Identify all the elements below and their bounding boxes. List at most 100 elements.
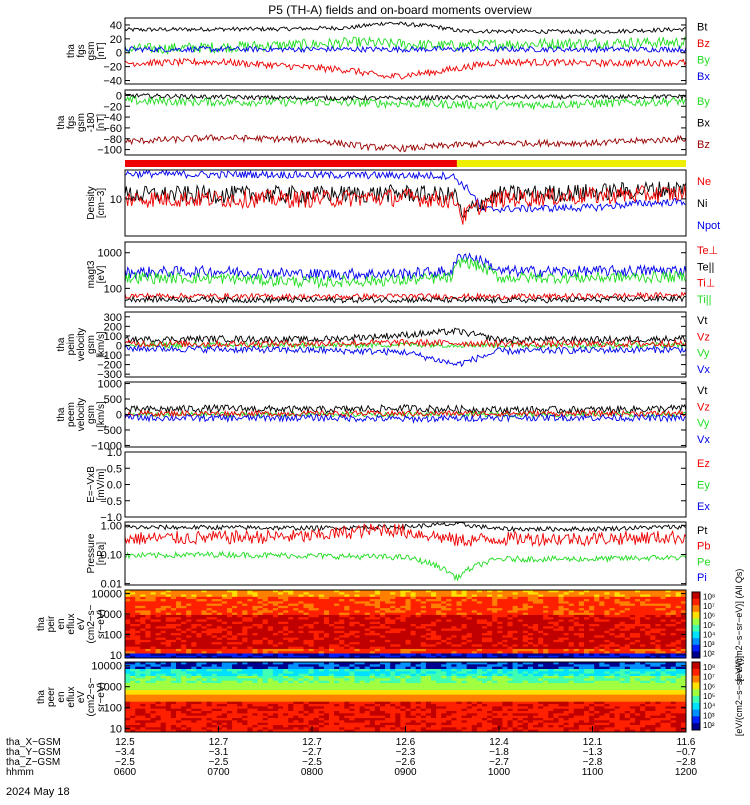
y-tick-label: −20 <box>103 62 122 74</box>
y-tick-label: 10 <box>110 194 122 206</box>
y-axis-label: [mV/m] <box>96 468 107 500</box>
legend-entry: Vt <box>697 385 707 397</box>
colorbar-tick: 10⁸ <box>703 593 715 602</box>
series-Pe <box>125 552 686 581</box>
colorbar-tick: 10⁴ <box>703 630 716 639</box>
y-axis-label: [km/s] <box>96 331 107 358</box>
y-axis-label: sr−eV) <box>96 609 107 639</box>
y-axis-label: sr−eV) <box>96 682 107 712</box>
y-tick-label: −100 <box>97 145 122 157</box>
legend-entry: Vx <box>697 434 710 446</box>
colorbar-tick: 10⁶ <box>703 682 715 691</box>
y-axis-label: [cm−3] <box>96 188 107 219</box>
colorbar-tick: 10² <box>703 721 715 730</box>
x-tick-label: 0600 <box>114 767 137 778</box>
y-tick-label: 40 <box>110 20 122 32</box>
colorbar-tick: 10⁸ <box>703 663 715 672</box>
colorbar-label: [eV/(cm2−s−sr−eV)] <box>734 656 744 736</box>
x-tick-label: 1200 <box>675 767 698 778</box>
colorbar-tick: 10² <box>703 649 715 658</box>
series-Ni <box>125 182 686 218</box>
colorbar-tick: 10³ <box>703 711 715 720</box>
legend-entry: Bx <box>697 71 710 83</box>
legend-entry: Pb <box>697 541 710 553</box>
y-tick-label: 100 <box>104 283 122 295</box>
y-tick-label: 0 <box>116 410 122 422</box>
y-axis-label: [km/s] <box>96 401 107 428</box>
legend-entry: Ti⊥ <box>697 278 715 290</box>
y-tick-label: 0 <box>116 48 122 60</box>
y-tick-label: 0.0 <box>107 480 122 492</box>
y-tick-label: 1000 <box>98 248 122 260</box>
y-tick-label: 1000 <box>98 379 122 391</box>
y-tick-label: 20 <box>110 34 122 46</box>
colorbar-tick: 10⁴ <box>703 702 716 711</box>
colorbar-tick: 10⁵ <box>703 692 715 701</box>
y-tick-label: 1.0 <box>107 447 122 459</box>
legend-entry: Ez <box>697 458 710 470</box>
legend-entry: Ex <box>697 501 710 513</box>
colorbar-tick: 10³ <box>703 640 715 649</box>
legend-entry: Vz <box>697 331 710 343</box>
series-Bz <box>125 59 686 79</box>
series-Bt <box>125 22 686 34</box>
x-axis-row-label: hhmm <box>6 767 34 778</box>
series-Vx <box>125 345 686 366</box>
colorbar-tick: 10⁷ <box>703 673 715 682</box>
colorbar-tick: 10⁷ <box>703 602 715 611</box>
y-axis-label: [eV] <box>96 265 107 283</box>
legend-entry: Bt <box>697 21 707 33</box>
spectrogram-peir_spec <box>125 590 687 659</box>
y-axis-label: [nPa] <box>96 542 107 566</box>
y-tick-label: 10000 <box>91 661 122 673</box>
legend-entry: Ti|| <box>697 294 711 306</box>
legend-entry: By <box>697 96 710 108</box>
colorbar-tick: 10⁶ <box>703 612 715 621</box>
legend-entry: Ey <box>697 480 710 492</box>
legend-entry: Pe <box>697 556 710 568</box>
y-tick-label: 10 <box>110 724 122 736</box>
panel-mode_bar <box>125 160 686 167</box>
legend-entry: Vy <box>697 348 710 360</box>
series-Pt <box>125 522 686 531</box>
legend-entry: Vt <box>697 315 707 327</box>
legend-entry: Npot <box>697 220 720 232</box>
legend-entry: Ni <box>697 198 707 210</box>
x-tick-label: 0900 <box>394 767 417 778</box>
y-tick-label: 1.00 <box>101 520 122 532</box>
legend-entry: Pt <box>697 525 707 537</box>
y-tick-label: 0.5 <box>107 463 122 475</box>
legend-entry: Ne <box>697 176 711 188</box>
legend-entry: Bx <box>697 118 710 130</box>
legend-entry: Bz <box>697 139 710 151</box>
y-tick-label: 10000 <box>91 589 122 601</box>
mode-bar-segment <box>125 160 457 167</box>
series-Vt <box>125 328 686 343</box>
x-tick-label: 1000 <box>488 767 511 778</box>
x-tick-label: 0700 <box>207 767 230 778</box>
legend-entry: By <box>697 54 710 66</box>
legend-entry: Te⊥ <box>697 245 718 257</box>
legend-entry: Vx <box>697 364 710 376</box>
y-tick-label: −40 <box>103 76 122 88</box>
x-tick-label: 1100 <box>582 767 604 778</box>
legend-entry: Bz <box>697 38 710 50</box>
legend-entry: Te|| <box>697 261 714 273</box>
y-axis-label: [nT] <box>96 114 107 131</box>
figure-title: P5 (TH-A) fields and on-board moments ov… <box>268 3 532 17</box>
legend-entry: Vz <box>697 401 710 413</box>
x-tick-label: 0800 <box>301 767 324 778</box>
legend-entry: Vy <box>697 418 710 430</box>
